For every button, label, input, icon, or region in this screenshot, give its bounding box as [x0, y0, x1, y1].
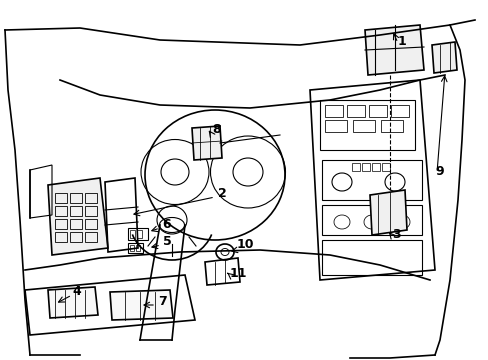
Bar: [128, 228, 148, 240]
Bar: [85, 219, 97, 229]
Bar: [368, 105, 386, 117]
Polygon shape: [369, 190, 406, 235]
Bar: [321, 205, 421, 235]
Text: 10: 10: [237, 238, 254, 251]
Bar: [325, 120, 346, 132]
Bar: [128, 243, 142, 253]
Text: 9: 9: [434, 165, 443, 178]
Bar: [361, 163, 369, 171]
Bar: [346, 105, 364, 117]
Bar: [85, 193, 97, 203]
Polygon shape: [192, 126, 222, 160]
Bar: [70, 193, 82, 203]
Text: 6: 6: [162, 218, 170, 231]
Polygon shape: [364, 25, 423, 75]
Text: 2: 2: [218, 187, 226, 200]
Bar: [137, 230, 142, 238]
Bar: [371, 163, 379, 171]
Bar: [55, 193, 67, 203]
Text: 8: 8: [212, 123, 220, 136]
Bar: [380, 120, 402, 132]
Polygon shape: [110, 290, 173, 320]
Polygon shape: [48, 178, 108, 255]
Text: 3: 3: [391, 228, 400, 241]
Bar: [55, 206, 67, 216]
Bar: [70, 219, 82, 229]
Bar: [390, 105, 408, 117]
Text: 1: 1: [397, 35, 406, 48]
Bar: [352, 120, 374, 132]
Bar: [381, 163, 389, 171]
Bar: [130, 230, 135, 238]
Text: 4: 4: [72, 285, 81, 298]
Text: 7: 7: [158, 295, 166, 308]
Bar: [136, 245, 140, 251]
Bar: [351, 163, 359, 171]
Polygon shape: [431, 42, 456, 73]
Bar: [85, 232, 97, 242]
Bar: [55, 219, 67, 229]
Bar: [55, 232, 67, 242]
Bar: [325, 105, 342, 117]
Bar: [130, 245, 134, 251]
Text: 11: 11: [229, 267, 247, 280]
Polygon shape: [48, 287, 98, 318]
Bar: [319, 100, 414, 150]
Bar: [70, 206, 82, 216]
Text: 5: 5: [163, 235, 171, 248]
Bar: [321, 240, 421, 275]
Bar: [85, 206, 97, 216]
Bar: [70, 232, 82, 242]
Bar: [321, 160, 421, 200]
